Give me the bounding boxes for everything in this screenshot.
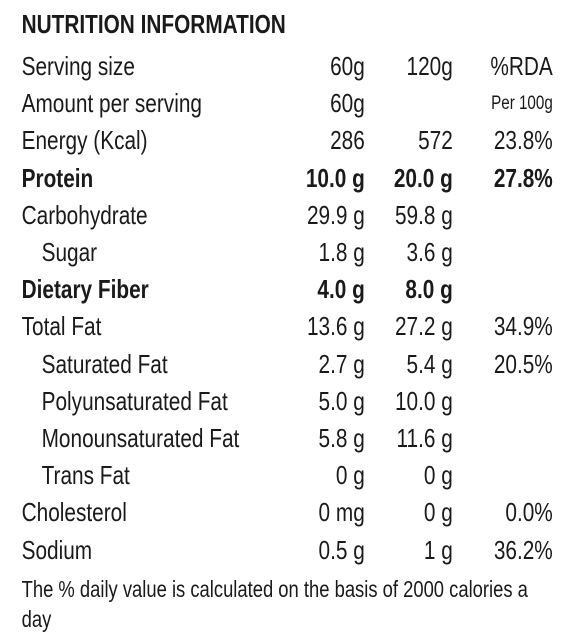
table-row: Protein 10.0 g 20.0 g 27.8% (22, 160, 553, 197)
table-row: Monounsaturated Fat 5.8 g 11.6 g (22, 420, 553, 457)
title: NUTRITION INFORMATION (21, 9, 286, 39)
value-per-serving: 5.0 g (318, 385, 365, 416)
nutrition-table: Serving size 60g 120g %RDA Amount per servin… (22, 48, 553, 569)
rda-value: 0.0% (505, 497, 553, 528)
value-double: 59.8 g (394, 199, 453, 230)
rda-value: 27.8% (493, 162, 553, 193)
value-per-serving: 13.6 g (306, 311, 365, 342)
value-per-serving: 60g (330, 51, 365, 82)
value-double: 0 g (423, 460, 453, 491)
table-row: Sugar 1.8 g 3.6 g (22, 234, 553, 271)
rda-value: 36.2% (493, 534, 553, 565)
row-label: Dietary Fiber (21, 274, 149, 305)
table-row: Saturated Fat 2.7 g 5.4 g 20.5% (22, 346, 553, 383)
table-row: Energy (Kcal) 286 572 23.8% (22, 122, 553, 159)
value-double: 20.0 g (393, 162, 453, 193)
row-label: Sugar (41, 237, 98, 268)
rda-value: Per 100g (491, 92, 553, 114)
table-row: Total Fat 13.6 g 27.2 g 34.9% (22, 308, 553, 345)
table-row: Polyunsaturated Fat 5.0 g 10.0 g (22, 383, 553, 420)
value-per-serving: 0 g (335, 460, 365, 491)
value-double: 10.0 g (394, 385, 453, 416)
row-label: Amount per serving (21, 88, 202, 119)
table-row: Dietary Fiber 4.0 g 8.0 g (22, 271, 553, 308)
row-label: Monounsaturated Fat (41, 422, 240, 453)
row-label: Sodium (21, 534, 93, 565)
footnote: The % daily value is calculated on the b… (21, 576, 528, 632)
value-double: 0 g (423, 497, 453, 528)
value-per-serving: 1.8 g (318, 237, 365, 268)
table-row: Trans Fat 0 g 0 g (22, 457, 553, 494)
value-double: 27.2 g (394, 311, 453, 342)
table-row: Carbohydrate 29.9 g 59.8 g (22, 197, 553, 234)
value-double: 11.6 g (396, 422, 453, 453)
table-row: Cholesterol 0 mg 0 g 0.0% (22, 494, 553, 531)
rda-value: 23.8% (493, 125, 553, 156)
value-per-serving: 4.0 g (317, 274, 365, 305)
value-per-serving: 60g (330, 88, 365, 119)
value-double: 1 g (423, 534, 453, 565)
value-per-serving: 286 (330, 125, 365, 156)
row-label: Carbohydrate (21, 199, 148, 230)
value-double: 120g (406, 51, 453, 82)
value-per-serving: 2.7 g (318, 348, 365, 379)
value-double: 572 (418, 125, 453, 156)
row-label: Serving size (21, 51, 135, 82)
value-double: 8.0 g (405, 274, 453, 305)
row-label: Cholesterol (21, 497, 127, 528)
row-label: Saturated Fat (41, 348, 168, 379)
value-per-serving: 5.8 g (318, 422, 365, 453)
row-label: Polyunsaturated Fat (41, 385, 228, 416)
table-row: Sodium 0.5 g 1 g 36.2% (22, 531, 553, 568)
rda-value: 34.9% (493, 311, 553, 342)
value-per-serving: 0 mg (318, 497, 365, 528)
rda-value: 20.5% (493, 348, 553, 379)
row-label: Total Fat (21, 311, 102, 342)
row-label: Energy (Kcal) (21, 125, 148, 156)
table-row: Serving size 60g 120g %RDA (22, 48, 553, 85)
value-per-serving: 10.0 g (305, 162, 365, 193)
table-row: Amount per serving 60g Per 100g (22, 85, 553, 122)
value-per-serving: 0.5 g (318, 534, 365, 565)
row-label: Protein (21, 162, 94, 193)
value-double: 5.4 g (406, 348, 453, 379)
row-label: Trans Fat (41, 460, 130, 491)
rda-value: %RDA (490, 51, 553, 82)
value-per-serving: 29.9 g (306, 199, 365, 230)
value-double: 3.6 g (406, 237, 453, 268)
